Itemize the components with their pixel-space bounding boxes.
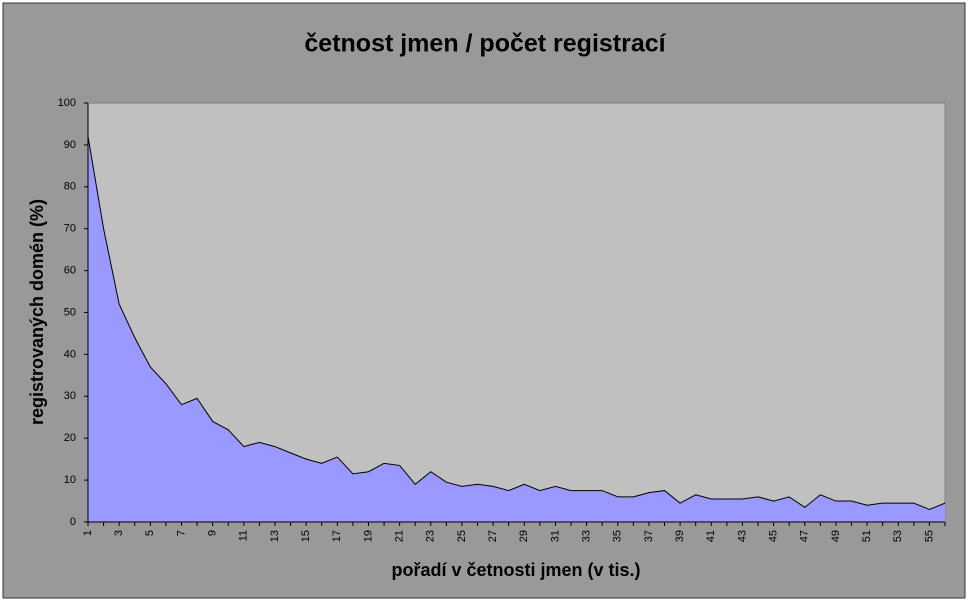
x-tick-label: 45: [768, 530, 780, 542]
y-tick-label: 70: [64, 223, 76, 235]
y-tick-label: 20: [64, 432, 76, 444]
x-tick-label: 35: [612, 530, 624, 542]
chart-title: četnost jmen / počet registrací: [304, 30, 666, 58]
x-tick-label: 55: [923, 530, 935, 542]
x-tick-label: 23: [425, 530, 437, 542]
x-tick-label: 11: [238, 530, 250, 541]
x-tick-label: 51: [861, 530, 873, 542]
x-tick-label: 33: [581, 530, 593, 542]
y-tick-label: 80: [64, 181, 76, 193]
x-tick-label: 25: [456, 530, 468, 542]
x-tick-label: 47: [799, 530, 811, 542]
x-tick-label: 15: [300, 530, 312, 542]
y-tick-label: 30: [64, 390, 76, 402]
x-tick-label: 31: [549, 530, 561, 542]
x-tick-label: 5: [144, 530, 156, 536]
x-tick-label: 9: [207, 530, 219, 536]
y-tick-label: 10: [64, 474, 76, 486]
x-tick-label: 27: [487, 530, 499, 542]
x-axis-title: pořadí v četnosti jmen (v tis.): [391, 560, 640, 580]
x-tick-label: 37: [643, 530, 655, 542]
x-tick-label: 17: [331, 530, 343, 542]
x-tick-label: 41: [705, 530, 717, 542]
y-tick-label: 90: [64, 139, 76, 151]
y-axis-title: registrovaných domén (%): [27, 199, 47, 425]
x-tick-label: 3: [113, 530, 125, 536]
x-tick-label: 49: [830, 530, 842, 542]
x-tick-label: 39: [674, 530, 686, 542]
area-line: [87, 136, 946, 510]
x-tick-label: 7: [175, 530, 187, 536]
y-tick-label: 60: [64, 265, 76, 277]
y-tick-label: 40: [64, 348, 76, 360]
x-tick-label: 1: [82, 530, 94, 536]
y-tick-label: 100: [58, 97, 76, 109]
y-tick-label: 0: [70, 516, 76, 528]
x-tick-label: 43: [736, 530, 748, 542]
y-tick-label: 50: [64, 306, 76, 318]
x-tick-label: 19: [362, 530, 374, 542]
x-tick-label: 29: [518, 530, 530, 542]
area: [88, 136, 945, 522]
x-tick-label: 53: [892, 530, 904, 542]
x-tick-label: 21: [394, 530, 406, 542]
x-tick-label: 13: [269, 530, 281, 542]
